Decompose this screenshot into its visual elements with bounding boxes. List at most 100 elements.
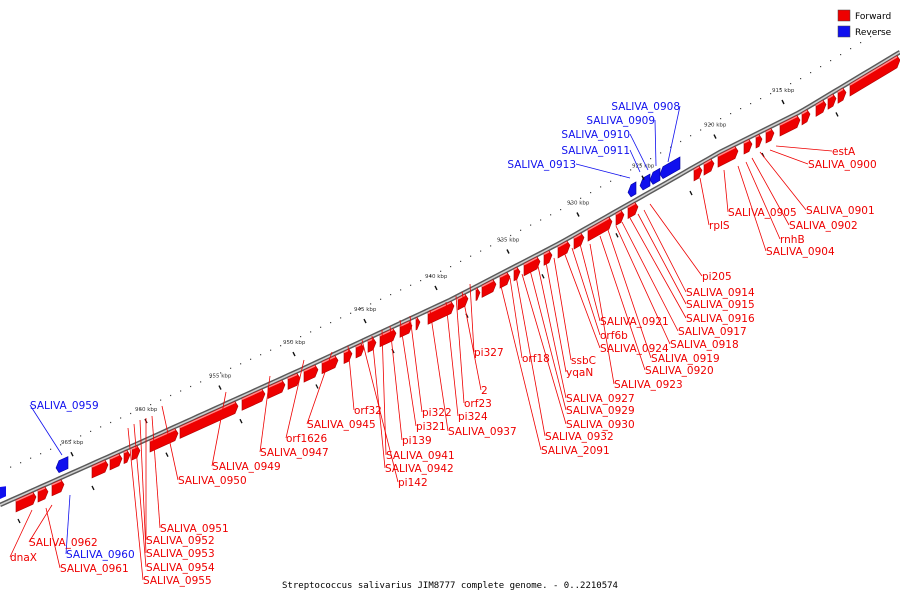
gene-label: dnaX (10, 552, 37, 564)
forward-gene-block (123, 449, 131, 465)
gene-label: SALIVA_0918 (670, 339, 739, 351)
forward-gene-shine (693, 166, 700, 171)
label-leader-line (399, 319, 417, 427)
forward-gene-block (743, 139, 753, 155)
label-leader-line (211, 391, 227, 467)
scale-dot (530, 224, 532, 226)
scale-dot (450, 266, 452, 268)
scale-dot (510, 234, 512, 237)
scale-dot (750, 103, 752, 105)
scale-dot (580, 197, 582, 199)
scale-dot (870, 36, 872, 38)
scale-dot (110, 421, 112, 424)
forward-gene-shine (355, 343, 362, 348)
forward-gene-shine (37, 487, 46, 492)
scale-dot (10, 466, 12, 468)
forward-gene-block (543, 250, 553, 266)
forward-gene-block (779, 115, 801, 137)
scale-dot (390, 294, 392, 296)
label-leader-line (537, 265, 567, 399)
scale-dot (250, 358, 252, 360)
label-leader-line (151, 415, 161, 529)
gene-label: 2 (481, 385, 488, 397)
forward-gene-shine (109, 454, 120, 460)
label-leader-line (461, 291, 482, 391)
scale-dot (340, 317, 342, 319)
label-leader-line (589, 243, 615, 385)
label-leader-line (361, 339, 399, 483)
gene-label: SALIVA_0908 (611, 101, 680, 113)
scale-dot (330, 322, 332, 324)
label-leader-line (563, 251, 601, 349)
scale-dot (280, 345, 282, 347)
scale-dot (120, 417, 122, 419)
gene-label: SALIVA_0950 (178, 475, 247, 487)
forward-gene-shine (399, 321, 410, 327)
label-leader-line (723, 169, 729, 213)
scale-dot (180, 390, 182, 392)
gene-label: SALIVA_0900 (808, 159, 877, 171)
scale-dot (670, 146, 672, 148)
scale-dot (190, 385, 192, 388)
scale-dot (640, 163, 642, 165)
forward-gene-shine (149, 429, 176, 442)
scale-dot (90, 430, 92, 432)
forward-gene-shine (815, 100, 824, 107)
gene-label: SALIVA_0921 (600, 316, 669, 328)
forward-gene-shine (499, 272, 508, 278)
gene-label: pi205 (702, 271, 732, 283)
legend-swatch (837, 25, 851, 38)
forward-gene-shine (755, 134, 760, 138)
gene-label: SALIVA_0911 (561, 145, 630, 157)
scale-dot (260, 354, 262, 356)
scale-dot (40, 453, 42, 455)
scale-dot (220, 372, 222, 374)
forward-gene-shine (267, 380, 283, 389)
label-leader-line (515, 275, 546, 437)
gene-label: SALIVA_0919 (651, 353, 720, 365)
scale-dot (380, 298, 382, 300)
forward-gene-shine (457, 294, 466, 300)
forward-gene-shine (513, 267, 518, 271)
scale-dot (50, 448, 52, 450)
forward-gene-shine (717, 146, 736, 157)
label-leader-line (285, 359, 305, 439)
scale-dot (840, 54, 842, 56)
scale-dot (270, 349, 272, 351)
scale-dot (430, 275, 432, 277)
label-leader-line (9, 509, 33, 558)
kbp-tick-mark (781, 99, 785, 105)
gene-label: rplS (709, 220, 730, 232)
scale-dot (710, 123, 712, 125)
minor-tick-mark (689, 190, 693, 196)
label-leader-line (455, 295, 465, 404)
minor-tick-mark (239, 418, 243, 424)
gene-label: orf6b (600, 330, 628, 342)
kbp-tick-label: 935 kbp (497, 238, 520, 244)
scale-dot (310, 331, 312, 333)
gene-label: SALIVA_0959 (30, 400, 99, 412)
forward-gene-shine (427, 301, 452, 314)
gene-label: SALIVA_0955 (143, 575, 212, 587)
minor-tick-mark (17, 518, 21, 524)
forward-gene-shine (287, 373, 298, 380)
gene-label: SALIVA_0924 (600, 343, 669, 355)
forward-gene-shine (303, 365, 316, 372)
kbp-tick-mark (363, 318, 367, 324)
label-leader-line (429, 309, 449, 432)
scale-dot (850, 48, 852, 50)
kbp-tick-label: 915 kbp (772, 88, 795, 94)
forward-gene-shine (743, 139, 750, 144)
scale-dot (780, 88, 782, 90)
label-leader-line (769, 149, 809, 165)
scale-dot (860, 42, 862, 44)
gene-label: SALIVA_0961 (60, 563, 129, 575)
scale-dot (790, 83, 792, 85)
label-leader-line (409, 315, 423, 413)
gene-label: estA (832, 146, 856, 158)
label-leader-line (649, 203, 703, 277)
kbp-tick-label: 925 kbp (632, 164, 655, 170)
scale-dot (80, 435, 82, 437)
forward-gene-shine (241, 389, 263, 400)
